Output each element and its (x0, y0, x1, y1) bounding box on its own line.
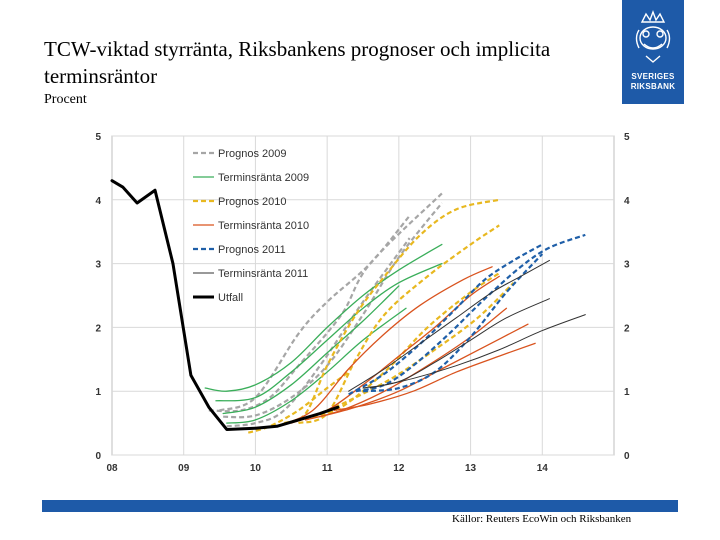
riksbank-logo: SVERIGES RIKSBANK (622, 0, 684, 104)
series-prognos-2010-line-12 (247, 371, 350, 434)
y-tick-left-1: 1 (95, 387, 101, 398)
legend-label-prognos-2011: Prognos 2011 (218, 244, 286, 256)
x-tick-13: 13 (465, 463, 477, 474)
y-tick-right-4: 4 (624, 196, 630, 207)
series-terminsr-nta-2010-line-17 (333, 342, 536, 411)
legend-label-terminsr-nta-2010: Terminsränta 2010 (218, 220, 309, 232)
y-tick-right-3: 3 (624, 260, 630, 271)
legend-label-terminsr-nta-2009: Terminsränta 2009 (218, 172, 309, 184)
series-prognos-2011-line-18 (348, 243, 543, 396)
y-tick-right-1: 1 (624, 387, 630, 398)
series-terminsr-nta-2010-line-13 (276, 266, 493, 427)
legend-label-prognos-2010: Prognos 2010 (218, 196, 287, 208)
x-tick-08: 08 (106, 463, 118, 474)
page-title: TCW-viktad styrränta, Riksbankens progno… (44, 37, 551, 88)
rate-chart: Prognos 2009 Terminsränta 2009 Prognos 201… (95, 132, 630, 474)
source-note: Källor: Reuters EcoWin och Riksbanken (452, 513, 632, 525)
y-tick-left-4: 4 (95, 196, 101, 207)
legend-label-prognos-2009: Prognos 2009 (218, 148, 287, 160)
legend-label-terminsr-nta-2011: Terminsränta 2011 (218, 268, 308, 280)
series-terminsr-nta-2011-line-23 (369, 314, 586, 389)
y-axis-unit-label: Procent (44, 92, 87, 107)
footer-bar (42, 500, 678, 512)
y-tick-right-0: 0 (624, 451, 630, 462)
y-tick-right-2: 2 (624, 323, 630, 334)
series-prognos-2009-line-3 (226, 237, 411, 428)
x-tick-10: 10 (250, 463, 262, 474)
series-terminsr-nta-2009-line-5 (215, 262, 443, 402)
series-utfall-line-24 (110, 179, 340, 431)
series-terminsr-nta-2011-line-21 (348, 259, 550, 392)
series-terminsr-nta-2009-line-4 (204, 243, 443, 392)
legend-label-utfall: Utfall (218, 292, 243, 304)
legend: Prognos 2009 Terminsränta 2009 Prognos 201… (193, 148, 309, 304)
y-tick-right-5: 5 (624, 132, 630, 143)
x-tick-12: 12 (393, 463, 405, 474)
series-prognos-2011-line-19 (355, 233, 586, 393)
x-tick-14: 14 (537, 463, 549, 474)
x-tick-09: 09 (178, 463, 190, 474)
y-tick-left-0: 0 (95, 451, 101, 462)
x-tick-11: 11 (322, 463, 333, 474)
y-tick-left-3: 3 (95, 260, 101, 271)
y-tick-left-5: 5 (95, 132, 101, 143)
logo-text-line2: RIKSBANK (630, 82, 676, 91)
series-prognos-2010-line-9 (298, 224, 500, 425)
series-layer (110, 179, 586, 434)
y-tick-left-2: 2 (95, 323, 101, 334)
series-prognos-2009-line-1 (219, 215, 411, 412)
series-prognos-2010-line-8 (283, 198, 500, 425)
series-prognos-2011-line-20 (362, 253, 544, 393)
series-terminsr-nta-2009-line-6 (222, 285, 400, 415)
logo-text-line1: SVERIGES (631, 72, 675, 81)
crown-emblem-icon (635, 10, 671, 63)
series-terminsr-nta-2009-line-7 (226, 307, 407, 424)
